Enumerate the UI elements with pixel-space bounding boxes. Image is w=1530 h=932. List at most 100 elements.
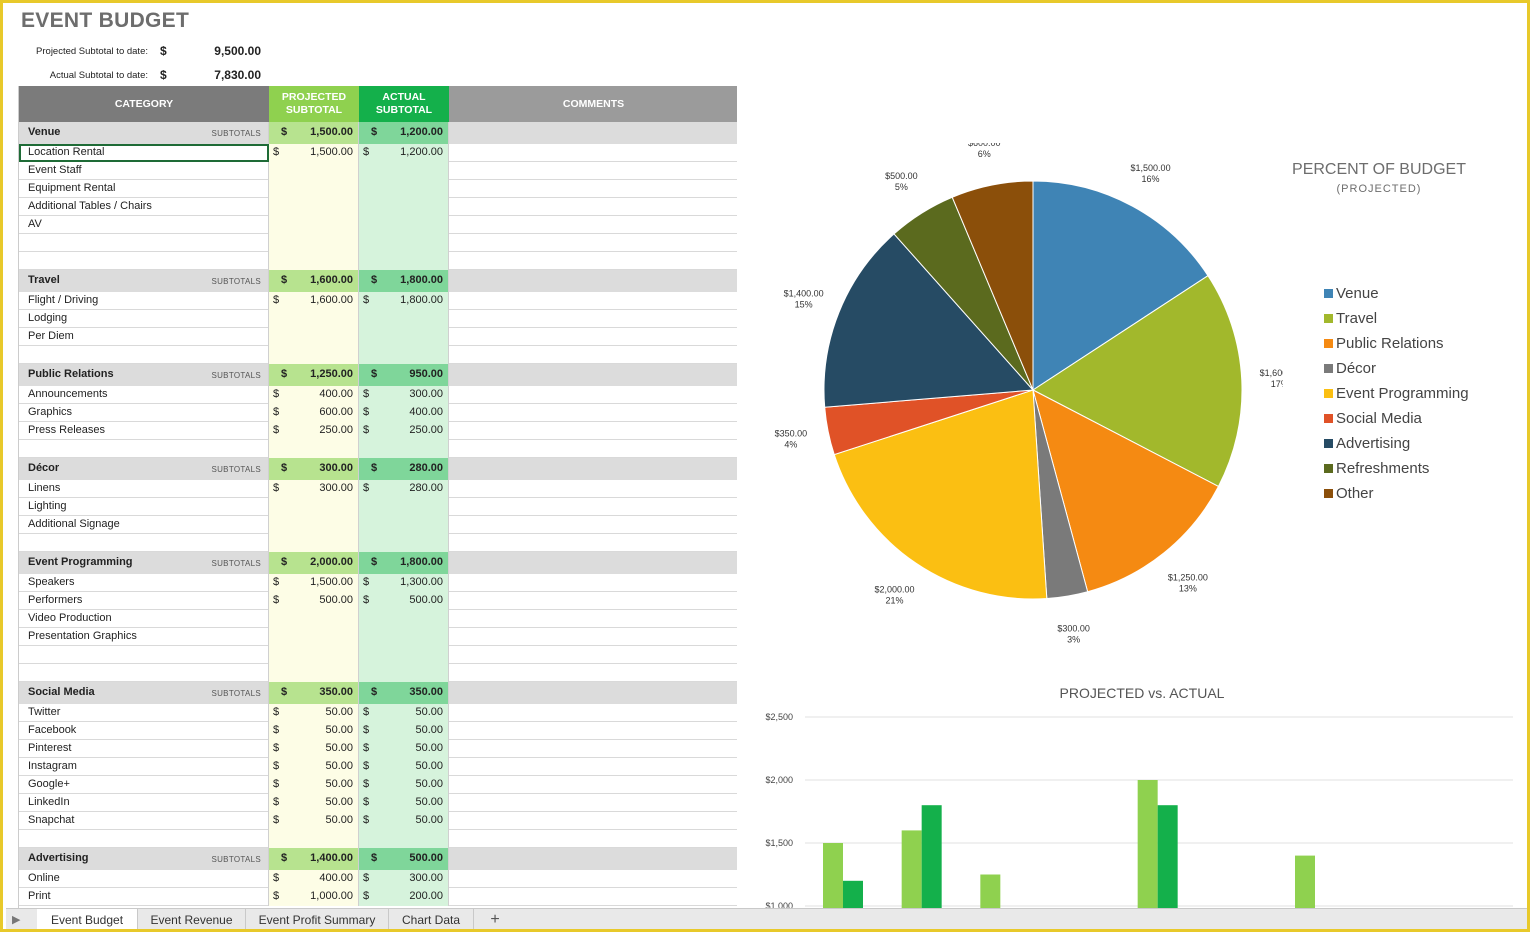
actual-cell[interactable] [359,180,449,198]
actual-cell[interactable] [359,346,449,364]
section-name[interactable]: Décor SUBTOTALS [19,458,269,480]
comment-cell[interactable] [449,830,737,848]
actual-cell[interactable]: $280.00 [359,480,449,498]
comment-cell[interactable] [449,534,737,552]
actual-cell[interactable] [359,216,449,234]
projected-bar[interactable] [823,843,843,910]
line-item-cell[interactable]: Twitter [19,704,269,722]
line-item-cell[interactable]: LinkedIn [19,794,269,812]
header-category[interactable]: CATEGORY [19,86,269,122]
projected-cell[interactable]: $300.00 [269,480,359,498]
line-item-cell[interactable]: Press Releases [19,422,269,440]
projected-cell[interactable] [269,198,359,216]
section-comment-cell[interactable] [449,552,737,574]
comment-cell[interactable] [449,292,737,310]
projected-cell[interactable]: $50.00 [269,794,359,812]
projected-cell[interactable]: $500.00 [269,592,359,610]
projected-cell[interactable]: $400.00 [269,870,359,888]
actual-cell[interactable]: $1,800.00 [359,292,449,310]
tab-event-profit-summary[interactable]: Event Profit Summary [246,909,389,929]
actual-cell[interactable] [359,534,449,552]
actual-cell[interactable]: $500.00 [359,592,449,610]
comment-cell[interactable] [449,574,737,592]
comment-cell[interactable] [449,888,737,906]
section-comment-cell[interactable] [449,270,737,292]
line-item-cell[interactable]: Lodging [19,310,269,328]
projected-cell[interactable] [269,346,359,364]
line-item-cell[interactable] [19,234,269,252]
actual-cell[interactable] [359,610,449,628]
line-item-cell[interactable]: Speakers [19,574,269,592]
actual-cell[interactable]: $50.00 [359,722,449,740]
section-actual-cell[interactable]: $1,800.00 [359,270,449,292]
comment-cell[interactable] [449,628,737,646]
comment-cell[interactable] [449,758,737,776]
section-projected-cell[interactable]: $1,250.00 [269,364,359,386]
comment-cell[interactable] [449,198,737,216]
tab-chart-data[interactable]: Chart Data [389,909,474,929]
section-name[interactable]: Public Relations SUBTOTALS [19,364,269,386]
actual-cell[interactable]: $1,200.00 [359,144,449,162]
actual-cell[interactable] [359,252,449,270]
section-actual-cell[interactable]: $500.00 [359,848,449,870]
actual-cell[interactable] [359,664,449,682]
projected-cell[interactable] [269,646,359,664]
comment-cell[interactable] [449,516,737,534]
projected-cell[interactable] [269,252,359,270]
comment-cell[interactable] [449,310,737,328]
section-name[interactable]: Advertising SUBTOTALS [19,848,269,870]
actual-cell[interactable] [359,234,449,252]
actual-cell[interactable] [359,628,449,646]
projected-cell[interactable] [269,162,359,180]
projected-cell[interactable]: $50.00 [269,758,359,776]
actual-cell[interactable]: $1,300.00 [359,574,449,592]
actual-cell[interactable]: $50.00 [359,812,449,830]
projected-cell[interactable] [269,440,359,458]
actual-cell[interactable] [359,498,449,516]
projected-cell[interactable]: $50.00 [269,776,359,794]
projected-cell[interactable]: $400.00 [269,386,359,404]
actual-cell[interactable] [359,440,449,458]
projected-bar[interactable] [1137,780,1158,910]
line-item-cell[interactable]: Event Staff [19,162,269,180]
projected-cell[interactable] [269,516,359,534]
section-actual-cell[interactable]: $950.00 [359,364,449,386]
actual-cell[interactable] [359,328,449,346]
projected-bar[interactable] [901,830,922,910]
line-item-cell[interactable]: Print [19,888,269,906]
projected-cell[interactable]: $250.00 [269,422,359,440]
comment-cell[interactable] [449,404,737,422]
section-comment-cell[interactable] [449,848,737,870]
line-item-cell[interactable]: Graphics [19,404,269,422]
actual-cell[interactable] [359,646,449,664]
comment-cell[interactable] [449,180,737,198]
actual-cell[interactable] [359,830,449,848]
line-item-cell[interactable]: Performers [19,592,269,610]
comment-cell[interactable] [449,346,737,364]
projected-bar[interactable] [980,874,1001,910]
actual-cell[interactable] [359,310,449,328]
section-actual-cell[interactable]: $1,200.00 [359,122,449,144]
line-item-cell[interactable]: Announcements [19,386,269,404]
projected-cell[interactable]: $50.00 [269,740,359,758]
comment-cell[interactable] [449,812,737,830]
actual-cell[interactable]: $50.00 [359,740,449,758]
line-item-cell[interactable]: Online [19,870,269,888]
play-right-icon[interactable]: ▶ [12,914,21,926]
actual-cell[interactable]: $400.00 [359,404,449,422]
section-projected-cell[interactable]: $1,600.00 [269,270,359,292]
projected-cell[interactable]: $1,500.00 [269,574,359,592]
section-name[interactable]: Venue SUBTOTALS [19,122,269,144]
line-item-cell[interactable]: Google+ [19,776,269,794]
section-name[interactable]: Event Programming SUBTOTALS [19,552,269,574]
header-comments[interactable]: COMMENTS [449,86,737,122]
projected-cell[interactable]: $1,000.00 [269,888,359,906]
projected-cell[interactable]: $1,600.00 [269,292,359,310]
line-item-cell[interactable]: Location Rental [19,144,269,162]
comment-cell[interactable] [449,162,737,180]
section-name[interactable]: Social Media SUBTOTALS [19,682,269,704]
line-item-cell[interactable]: AV [19,216,269,234]
comment-cell[interactable] [449,386,737,404]
projected-cell[interactable]: $50.00 [269,812,359,830]
pie-slice-public-relations[interactable] [1032,389,1220,593]
